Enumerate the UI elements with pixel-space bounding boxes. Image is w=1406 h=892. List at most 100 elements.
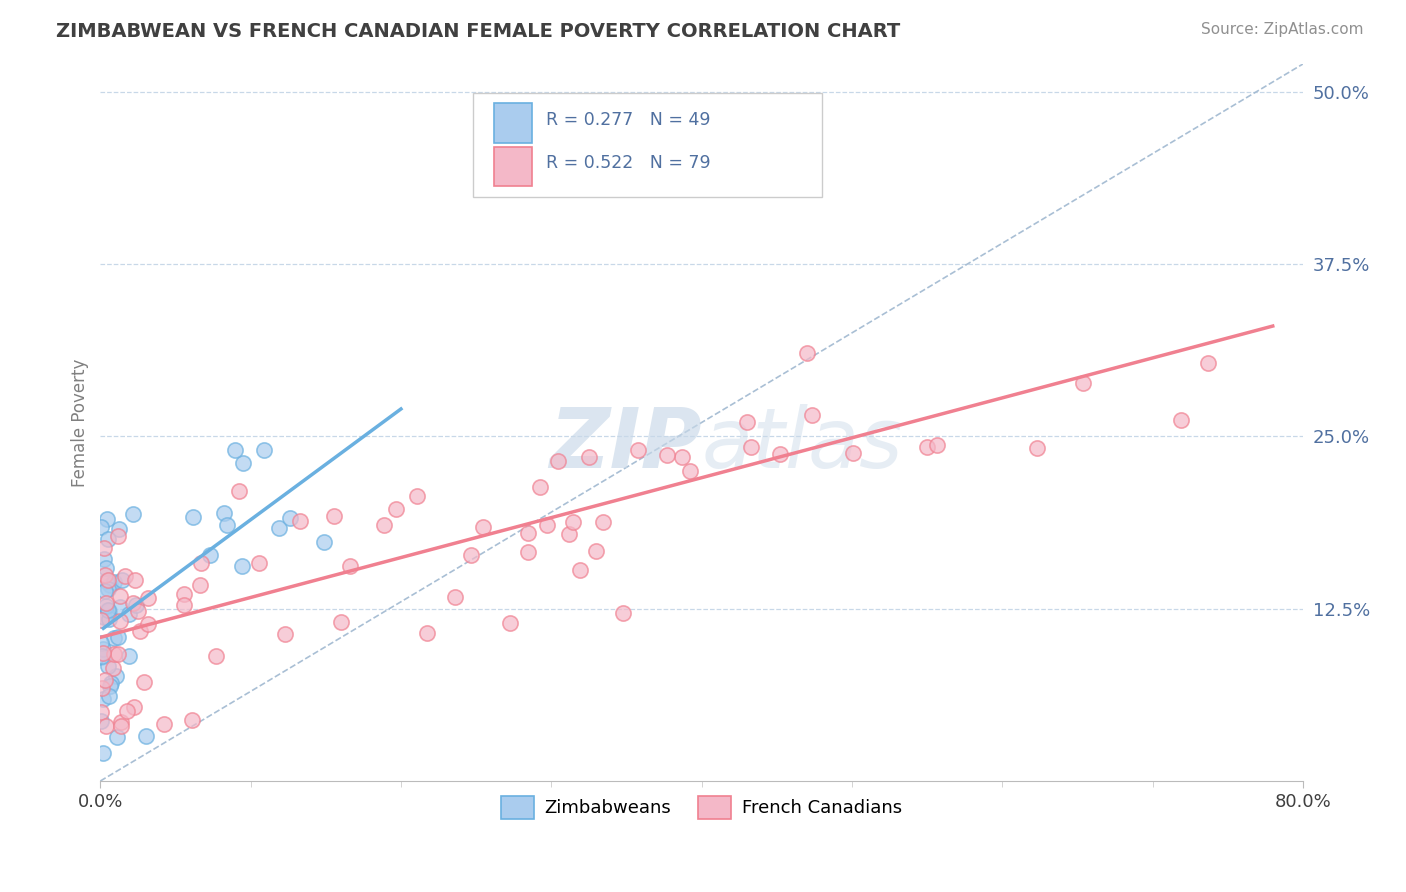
Point (253, 443, 276, 458)
Point (108, 589, 131, 603)
Point (122, 700, 145, 714)
Point (740, 441, 762, 455)
Point (679, 464, 702, 478)
Point (339, 559, 361, 574)
Point (90, 636, 112, 650)
Point (121, 507, 143, 521)
Point (471, 520, 494, 534)
Point (97, 582, 120, 597)
Point (134, 675, 156, 690)
Point (93, 646, 115, 660)
Point (97, 532, 120, 546)
Point (93, 610, 115, 624)
Point (627, 443, 650, 458)
Point (108, 600, 131, 615)
Point (769, 447, 792, 461)
Point (612, 606, 634, 620)
Point (90, 649, 112, 664)
Point (107, 647, 129, 661)
Point (180, 713, 202, 727)
Point (93, 551, 115, 566)
Point (115, 704, 138, 718)
Point (330, 615, 353, 629)
Point (125, 599, 148, 613)
Point (796, 345, 818, 359)
Point (927, 438, 949, 452)
Point (103, 575, 125, 590)
Point (536, 518, 558, 533)
Point (135, 729, 157, 743)
Text: R = 0.522   N = 79: R = 0.522 N = 79 (547, 154, 711, 172)
Point (91, 747, 114, 761)
Point (93, 541, 115, 555)
Point (267, 521, 290, 535)
Text: Source: ZipAtlas.com: Source: ZipAtlas.com (1201, 22, 1364, 37)
Point (136, 616, 159, 631)
Point (173, 587, 195, 601)
Point (735, 415, 758, 429)
Point (105, 730, 128, 744)
Point (153, 717, 176, 731)
Point (98, 679, 121, 693)
Point (578, 450, 600, 464)
Point (444, 591, 467, 605)
Point (118, 648, 141, 663)
Point (274, 626, 297, 640)
Point (91, 642, 114, 657)
Point (231, 559, 253, 574)
Point (98, 578, 121, 592)
Point (129, 624, 152, 639)
Point (90, 714, 112, 728)
Point (90, 681, 112, 696)
Point (114, 569, 136, 583)
Point (91, 649, 114, 664)
Point (517, 545, 540, 559)
Point (200, 548, 222, 562)
Point (322, 509, 344, 524)
Point (224, 443, 246, 458)
Point (498, 616, 520, 631)
Point (212, 507, 235, 521)
Point (1197, 356, 1219, 370)
Point (671, 450, 693, 464)
Point (97, 573, 120, 587)
Point (205, 648, 228, 663)
Point (547, 454, 569, 468)
Point (103, 648, 125, 662)
Point (915, 440, 938, 454)
Point (217, 518, 239, 533)
Point (90, 613, 112, 627)
Point (495, 167, 517, 181)
Point (96, 512, 118, 526)
Point (107, 522, 129, 536)
Point (385, 501, 408, 516)
Point (290, 514, 312, 528)
Point (585, 544, 607, 558)
Point (98, 689, 121, 703)
Point (1071, 376, 1094, 391)
Point (93, 691, 115, 706)
Text: ZIMBABWEAN VS FRENCH CANADIAN FEMALE POVERTY CORRELATION CHART: ZIMBABWEAN VS FRENCH CANADIAN FEMALE POV… (56, 22, 900, 41)
Point (188, 578, 211, 592)
Point (592, 516, 614, 530)
Point (1170, 413, 1192, 427)
Point (1025, 441, 1047, 455)
Point (103, 632, 125, 646)
Point (93, 568, 115, 582)
Point (100, 676, 122, 690)
Legend: Zimbabweans, French Canadians: Zimbabweans, French Canadians (494, 789, 910, 826)
Point (94, 561, 117, 575)
Point (97, 612, 120, 626)
Point (842, 445, 865, 459)
Y-axis label: Female Poverty: Female Poverty (72, 359, 89, 487)
FancyBboxPatch shape (494, 146, 531, 186)
Point (460, 548, 482, 562)
Point (232, 456, 254, 470)
Point (90, 520, 112, 534)
Point (557, 527, 579, 541)
FancyBboxPatch shape (494, 103, 531, 143)
Point (247, 556, 270, 570)
Point (278, 511, 301, 525)
Point (517, 525, 540, 540)
Point (111, 573, 134, 587)
